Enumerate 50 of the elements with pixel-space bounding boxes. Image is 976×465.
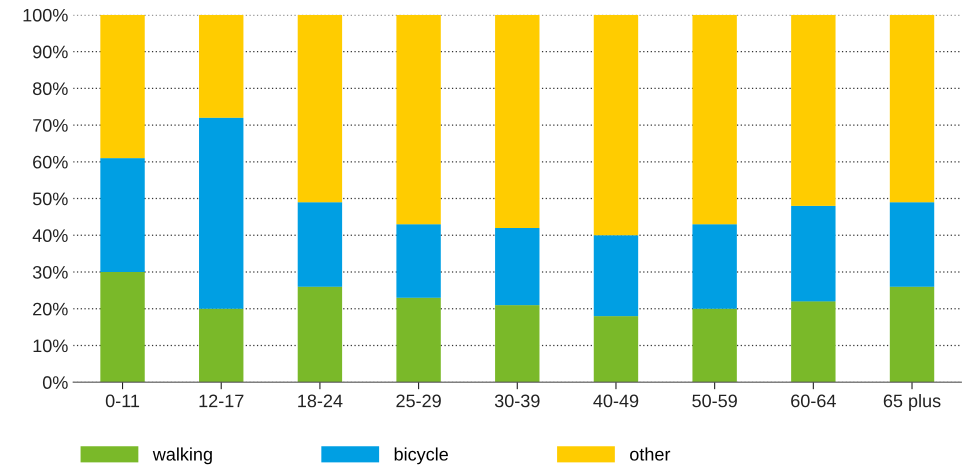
y-tick-label: 80%: [32, 82, 68, 96]
y-tick-label: 0%: [42, 376, 68, 389]
bar: [594, 316, 638, 382]
x-tick-label: 60-64: [791, 394, 836, 408]
legend-label: bicycle: [394, 447, 448, 464]
y-tick-label: 50%: [32, 192, 68, 206]
bar: [890, 14, 934, 202]
y-tick-label: 10%: [34, 339, 68, 352]
bar: [495, 305, 540, 382]
bar: [791, 14, 836, 206]
x-tick-label: 0-11: [106, 394, 140, 408]
bar: [890, 286, 934, 382]
x-tick-label: 65 plus: [884, 394, 940, 411]
bar: [890, 202, 934, 287]
y-tick-label: 30%: [32, 266, 68, 279]
bar: [199, 308, 244, 382]
bar: [692, 308, 737, 382]
bar: [199, 118, 244, 309]
bar: [199, 14, 244, 118]
y-tick-label: 90%: [33, 46, 68, 58]
bar: [100, 158, 145, 272]
bar: [692, 14, 737, 224]
bar: [495, 228, 540, 306]
bar: [594, 235, 638, 316]
bar: [298, 286, 342, 382]
x-tick-label: 12-17: [200, 394, 244, 408]
bar: [791, 301, 836, 382]
x-tick-label: 50-59: [692, 394, 737, 408]
bar: [396, 14, 441, 224]
bar: [495, 14, 540, 228]
bar: [396, 224, 441, 298]
bar: [100, 272, 145, 382]
legend-label: other: [630, 447, 670, 461]
y-tick-label: 20%: [33, 302, 68, 316]
bar: [594, 14, 638, 236]
y-tick-label: 70%: [33, 119, 68, 132]
y-tick-label: 100%: [24, 8, 68, 22]
bar: [791, 206, 836, 302]
y-tick-label: 40%: [32, 229, 68, 242]
bar: [692, 224, 737, 309]
x-tick-label: 25-29: [396, 394, 441, 408]
x-tick-label: 40-49: [593, 394, 638, 408]
legend-label: walking: [152, 447, 212, 464]
y-tick-label: 60%: [33, 156, 68, 169]
x-tick-label: 18-24: [298, 394, 342, 408]
bar: [396, 298, 441, 382]
bar: [298, 14, 342, 202]
x-tick-label: 30-39: [494, 394, 540, 408]
bar: [100, 14, 145, 158]
bar: [298, 202, 342, 287]
